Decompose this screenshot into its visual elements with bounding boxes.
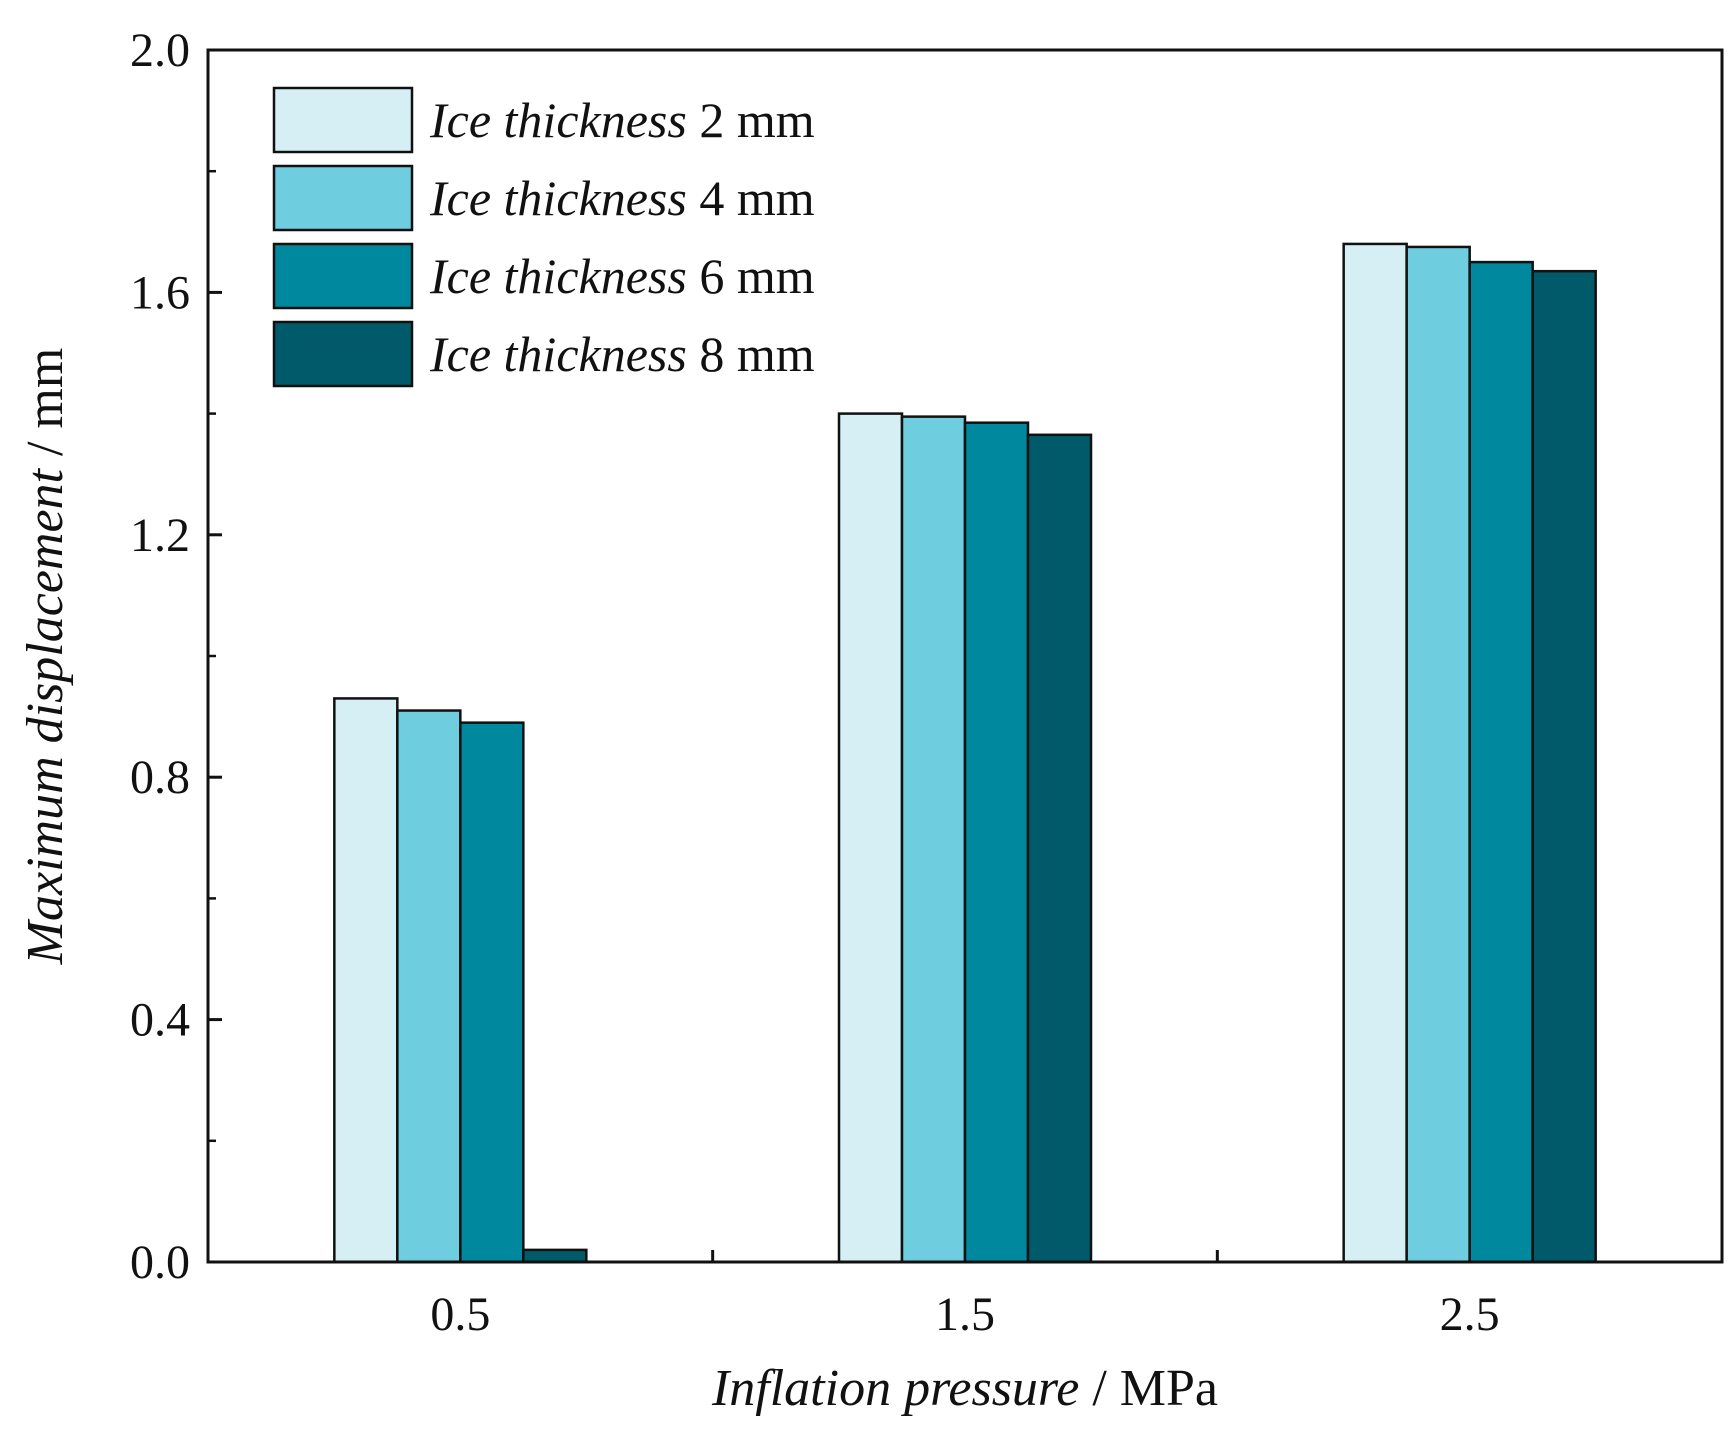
x-tick-label: 0.5 <box>430 1288 490 1341</box>
legend-swatch-2 <box>272 164 414 232</box>
bar-2.5-series-3 <box>1468 260 1534 1264</box>
legend-label-suffix: 4 mm <box>687 170 815 226</box>
x-tick-label: 1.5 <box>935 1288 995 1341</box>
bar-1.5-series-3 <box>963 421 1030 1264</box>
axes-layer: 0.0 0.4 0.8 1.2 1.6 2.0 0.5 1.5 2.5 Inflation pre… <box>17 24 1724 1417</box>
bar-1.5-series-1 <box>837 412 904 1264</box>
x-tick-label: 2.5 <box>1440 1288 1500 1341</box>
y-tick-label: 2.0 <box>130 24 190 77</box>
legend-label-1: Ice thickness 2 mm <box>429 92 815 148</box>
bar-0.5-series-3 <box>459 721 525 1264</box>
y-tick-label: 0.8 <box>130 751 190 804</box>
bar-1.5-series-4 <box>1026 433 1093 1264</box>
y-axis-title: Maximum displacement / mm <box>17 348 74 966</box>
legend-label-prefix: Ice thickness <box>429 170 687 226</box>
bar-0.5-series-4 <box>522 1248 588 1264</box>
y-tick-label: 1.2 <box>130 509 190 562</box>
legend-label-2: Ice thickness 4 mm <box>429 170 815 226</box>
legend-label-3: Ice thickness 6 mm <box>429 248 815 304</box>
legend-label-suffix: 6 mm <box>687 248 815 304</box>
bar-1.5-series-2 <box>900 415 967 1264</box>
legend-label-suffix: 2 mm <box>687 92 815 148</box>
legend-label-suffix: 8 mm <box>687 326 815 382</box>
legend-swatch-4 <box>272 320 414 388</box>
legend-label-prefix: Ice thickness <box>429 92 687 148</box>
legend-label-prefix: Ice thickness <box>429 326 687 382</box>
y-axis-title-unit: / mm <box>17 348 74 469</box>
bar-2.5-series-1 <box>1342 242 1408 1264</box>
x-axis-title-unit: / MPa <box>1079 1360 1218 1417</box>
x-axis-title-name: Inflation pressure <box>711 1360 1079 1417</box>
y-axis-title-name: Maximum displacement <box>17 467 74 965</box>
bar-0.5-series-1 <box>333 697 399 1264</box>
bar-2.5-series-4 <box>1531 269 1597 1264</box>
bars-layer <box>333 242 1597 1264</box>
legend-swatch-3 <box>272 242 414 310</box>
bar-0.5-series-2 <box>396 709 462 1264</box>
bar-2.5-series-2 <box>1405 245 1471 1264</box>
x-axis-title: Inflation pressure / MPa <box>711 1360 1218 1417</box>
y-tick-label: 0.0 <box>130 1236 190 1289</box>
y-tick-label: 1.6 <box>130 266 190 319</box>
legend-swatch-1 <box>272 86 414 154</box>
legend-label-prefix: Ice thickness <box>429 248 687 304</box>
legend-label-4: Ice thickness 8 mm <box>429 326 815 382</box>
y-tick-label: 0.4 <box>130 994 190 1047</box>
